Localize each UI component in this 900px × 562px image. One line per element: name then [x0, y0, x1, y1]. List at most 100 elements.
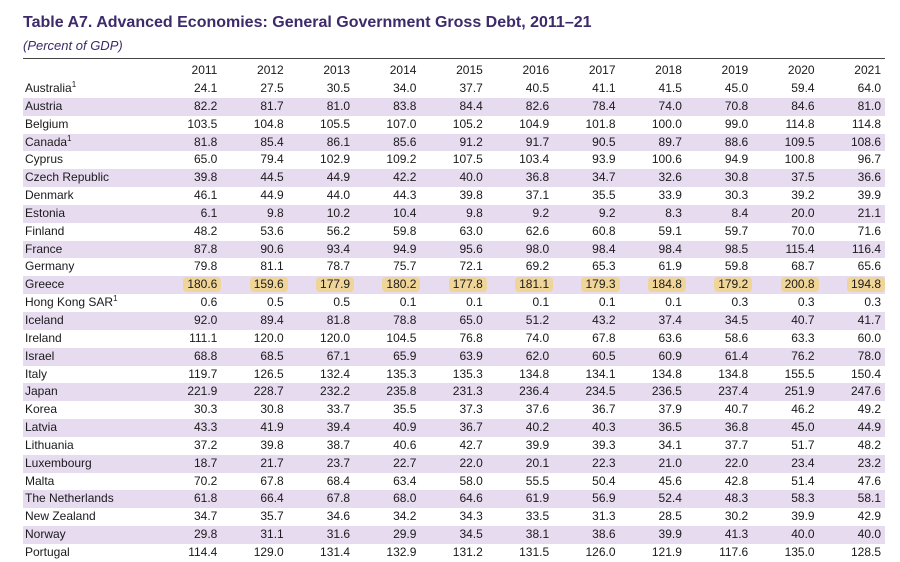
debt-value: 42.9: [857, 509, 881, 524]
debt-value: 81.7: [221, 97, 288, 116]
debt-value: 0.1: [466, 295, 483, 310]
debt-value: 0.1: [532, 295, 550, 310]
country-name: Malta: [25, 473, 55, 488]
table-row: New Zealand 34.7 35.7 34.6 34.2 34.3 33.5 31.3 2…: [23, 508, 885, 526]
debt-value: 9.8: [221, 204, 288, 223]
country-name: Luxembourg: [23, 454, 155, 473]
country-name: Czech Republic: [23, 169, 155, 188]
debt-value: 30.5: [326, 81, 351, 95]
country-name: Iceland: [23, 311, 155, 330]
debt-value: 94.9: [724, 152, 749, 167]
debt-value: 48.2: [857, 437, 881, 452]
debt-value: 184.8: [619, 276, 686, 295]
debt-value: 31.3: [592, 509, 616, 524]
debt-value: 39.8: [459, 188, 483, 203]
debt-value: 29.9: [354, 526, 421, 544]
debt-value: 6.1: [155, 204, 222, 223]
debt-value: 65.3: [592, 259, 616, 274]
debt-value: 0.1: [399, 295, 417, 310]
debt-value: 236.5: [619, 383, 686, 402]
debt-value: 35.7: [260, 509, 284, 524]
debt-value: 39.8: [155, 169, 222, 188]
debt-value: 98.0: [486, 240, 554, 259]
country-name: Norway: [23, 526, 155, 544]
debt-value: 64.6: [420, 490, 487, 509]
debt-value: 100.0: [651, 116, 682, 131]
debt-value: 48.2: [194, 223, 218, 238]
table-row: Lithuania 37.2 39.8 38.7 40.6 42.7 39.9 39.3 34.…: [23, 437, 885, 455]
debt-value: 221.9: [155, 383, 222, 402]
debt-value: 155.5: [784, 366, 815, 381]
table-row: Czech Republic 39.8 44.5 44.9 42.2 40.0 36.8 34…: [23, 169, 885, 188]
debt-value: 0.6: [200, 295, 218, 310]
debt-value: 89.7: [619, 133, 686, 152]
debt-value: 34.6: [326, 509, 351, 524]
debt-value: 131.2: [452, 544, 483, 559]
debt-value: 120.0: [253, 330, 284, 345]
debt-value: 56.2: [326, 223, 351, 238]
debt-value: 81.8: [287, 311, 355, 330]
debt-value: 32.6: [619, 169, 686, 188]
debt-value: 177.9: [287, 276, 355, 295]
debt-value: 83.8: [354, 97, 421, 116]
debt-value: 10.4: [354, 204, 421, 223]
debt-value: 0.3: [731, 295, 749, 310]
debt-value: 40.7: [724, 402, 749, 417]
debt-value: 34.2: [393, 509, 417, 524]
debt-value: 0.3: [864, 295, 881, 310]
debt-value: 102.9: [320, 152, 351, 167]
country-name: Latvia: [23, 419, 155, 437]
debt-value: 92.0: [155, 311, 222, 330]
debt-value: 95.6: [420, 240, 487, 259]
debt-value: 36.5: [619, 419, 686, 437]
debt-value: 81.1: [260, 259, 284, 274]
debt-value: 22.0: [685, 454, 753, 473]
country-name: Germany: [25, 259, 75, 274]
debt-value: 33.5: [525, 509, 550, 524]
debt-value: 34.5: [685, 311, 753, 330]
debt-value: 232.2: [287, 383, 355, 402]
country-name: Hong Kong SAR1: [25, 294, 118, 310]
table-title: Table A7. Advanced Economies: General Go…: [23, 14, 592, 31]
debt-value: 105.2: [452, 116, 483, 131]
country-name: Estonia: [23, 204, 155, 223]
country-name: Ireland: [25, 330, 62, 345]
debt-value: 23.2: [818, 454, 885, 473]
debt-value: 39.8: [260, 437, 284, 452]
debt-value: 135.3: [452, 366, 483, 381]
debt-value: 44.5: [221, 169, 288, 188]
debt-value: 68.0: [354, 490, 421, 509]
debt-value: 62.0: [486, 347, 554, 366]
debt-value: 41.7: [818, 311, 885, 330]
debt-value: 30.3: [724, 188, 749, 203]
country-name: New Zealand: [25, 509, 96, 524]
debt-value: 40.5: [525, 81, 550, 95]
debt-value: 9.2: [553, 204, 620, 223]
debt-value: 78.0: [818, 347, 885, 366]
debt-value: 8.3: [619, 204, 686, 223]
debt-value: 61.9: [658, 259, 682, 274]
debt-value: 20.0: [752, 204, 819, 223]
table-row: Iceland 92.0 89.4 81.8 78.8 65.0 51.2 43.2 37.4 3…: [23, 311, 885, 330]
debt-value: 180.6: [155, 276, 222, 295]
debt-value: 81.8: [155, 133, 222, 152]
debt-value: 132.9: [386, 544, 417, 559]
debt-value: 36.7: [592, 402, 616, 417]
country-name: Lithuania: [25, 437, 74, 452]
table-row: Greece 180.6 159.6 177.9 180.2 177.8 181.1 179.…: [23, 276, 885, 295]
table-row: Latvia 43.3 41.9 39.4 40.9 36.7 40.2 40.3 36.5 36…: [23, 419, 885, 437]
debt-value: 179.3: [553, 276, 620, 295]
debt-value: 76.2: [752, 347, 819, 366]
debt-value: 120.0: [320, 330, 351, 345]
debt-value: 37.4: [619, 311, 686, 330]
year-header: 2019: [721, 63, 749, 77]
debt-value: 67.8: [260, 473, 284, 488]
debt-value: 37.2: [194, 437, 218, 452]
debt-value: 37.5: [752, 169, 819, 188]
debt-value: 37.9: [658, 402, 682, 417]
debt-value: 59.7: [724, 223, 749, 238]
debt-value: 58.1: [818, 490, 885, 509]
table-row: Portugal 114.4 129.0 131.4 132.9 131.2 131.5 12…: [23, 544, 885, 562]
footnote-marker: 1: [67, 133, 72, 143]
debt-value: 44.9: [818, 419, 885, 437]
